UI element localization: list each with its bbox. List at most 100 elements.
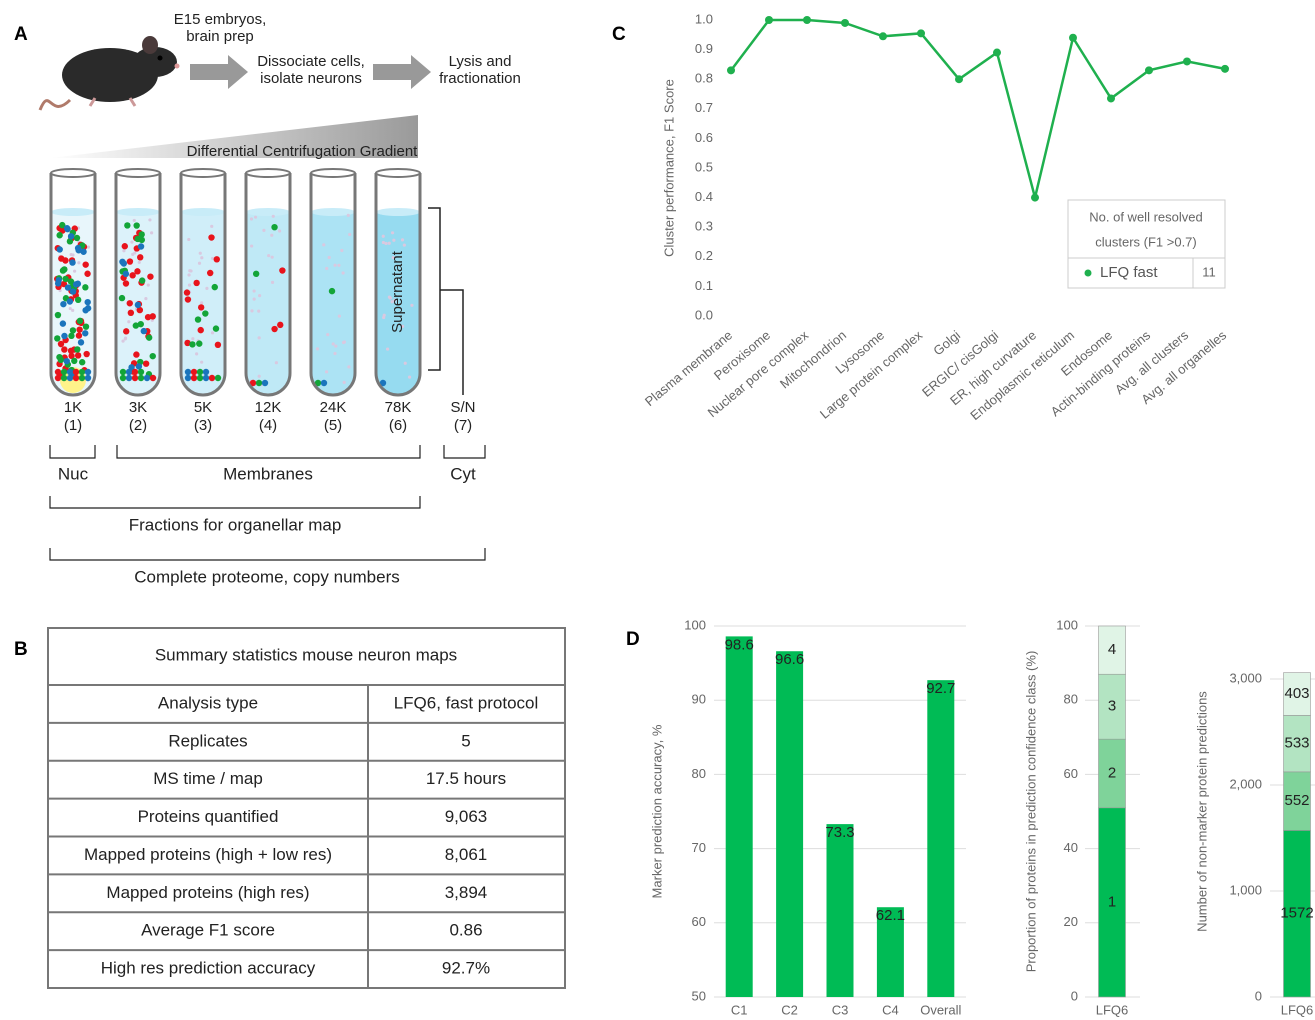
particle bbox=[136, 363, 142, 369]
y-tick-label: 100 bbox=[684, 617, 706, 632]
tube-label: (7) bbox=[454, 417, 472, 434]
y-tick-label: 70 bbox=[692, 840, 706, 855]
particle bbox=[77, 318, 83, 324]
particle bbox=[130, 240, 133, 243]
particle bbox=[148, 218, 151, 221]
gradient-label: Differential Centrifugation Gradient bbox=[187, 143, 419, 160]
panel-label: D bbox=[626, 629, 640, 650]
particle bbox=[71, 358, 77, 364]
table-cell: 17.5 hours bbox=[426, 769, 506, 788]
pellet-dot bbox=[256, 380, 262, 386]
particle bbox=[69, 259, 75, 265]
y-tick-label: 40 bbox=[1064, 840, 1078, 855]
step-text: brain prep bbox=[186, 28, 254, 45]
particle bbox=[334, 344, 337, 347]
particle bbox=[270, 234, 273, 237]
particle bbox=[56, 232, 62, 238]
figure: A B C D E15 embryos, brain prep Dissocia… bbox=[0, 0, 1315, 1020]
step-text: fractionation bbox=[439, 70, 521, 87]
particle bbox=[77, 261, 80, 264]
tube-label: (4) bbox=[259, 417, 277, 434]
particle bbox=[147, 273, 153, 279]
particle bbox=[195, 352, 198, 355]
particle bbox=[121, 260, 127, 266]
legend-title: clusters (F1 >0.7) bbox=[1095, 234, 1197, 249]
pellet-dot bbox=[73, 375, 79, 381]
x-tick-label: Overall bbox=[920, 1002, 961, 1017]
particle bbox=[138, 243, 144, 249]
table-cell: MS time / map bbox=[153, 769, 263, 788]
segment-label: 4 bbox=[1108, 641, 1116, 658]
particle bbox=[119, 295, 125, 301]
particle bbox=[410, 304, 413, 307]
particle bbox=[333, 264, 336, 267]
particle bbox=[55, 312, 61, 318]
table-cell: LFQ6, fast protocol bbox=[394, 693, 539, 712]
particle bbox=[258, 375, 261, 378]
particle bbox=[200, 256, 203, 259]
particle bbox=[250, 217, 253, 220]
tube-label: (1) bbox=[64, 417, 82, 434]
particle bbox=[147, 283, 150, 286]
segment-label: 1 bbox=[1108, 893, 1116, 910]
particle bbox=[60, 267, 66, 273]
particle bbox=[70, 253, 73, 256]
particle bbox=[122, 249, 125, 252]
particle bbox=[211, 331, 214, 334]
x-tick-label: C1 bbox=[731, 1002, 748, 1017]
y-tick-label: 90 bbox=[692, 692, 706, 707]
particle bbox=[329, 288, 335, 294]
table-cell: Analysis type bbox=[158, 693, 258, 712]
particle bbox=[62, 276, 68, 282]
step-text: Dissociate cells, bbox=[257, 53, 365, 70]
point bbox=[727, 66, 735, 74]
table-cell: 3,894 bbox=[445, 883, 488, 902]
mouse-icon bbox=[40, 36, 180, 110]
pellet-dot bbox=[67, 369, 73, 375]
particle bbox=[123, 271, 129, 277]
point bbox=[917, 29, 925, 37]
particle bbox=[82, 330, 88, 336]
particle bbox=[127, 300, 133, 306]
particle bbox=[187, 273, 190, 276]
y-tick-label: 1,000 bbox=[1229, 882, 1262, 897]
particle bbox=[408, 376, 411, 379]
particle bbox=[122, 243, 128, 249]
tube-label: 12K bbox=[255, 399, 282, 416]
particle bbox=[82, 307, 88, 313]
step-text: isolate neurons bbox=[260, 70, 362, 87]
particle bbox=[68, 233, 74, 239]
tube-meniscus bbox=[376, 208, 420, 216]
tube-label: 3K bbox=[129, 399, 147, 416]
tube-label: (5) bbox=[324, 417, 342, 434]
particle bbox=[191, 337, 194, 340]
particle bbox=[205, 287, 208, 290]
table-cell: Proteins quantified bbox=[138, 807, 279, 826]
table-cell: 9,063 bbox=[445, 807, 488, 826]
particle bbox=[143, 360, 149, 366]
value-label: 98.6 bbox=[725, 636, 754, 653]
particle bbox=[382, 316, 385, 319]
particle bbox=[75, 297, 81, 303]
particle bbox=[253, 289, 256, 292]
y-tick-label: 80 bbox=[692, 766, 706, 781]
pellet-dot bbox=[191, 375, 197, 381]
particle bbox=[67, 298, 73, 304]
pellet-dot bbox=[67, 375, 73, 381]
tube-label: (2) bbox=[129, 417, 147, 434]
particle bbox=[83, 323, 89, 329]
particle bbox=[332, 342, 335, 345]
particle bbox=[187, 238, 190, 241]
particle bbox=[133, 351, 139, 357]
particle bbox=[60, 320, 66, 326]
particle bbox=[60, 301, 66, 307]
particle bbox=[392, 239, 395, 242]
y-tick-label: 0.8 bbox=[695, 71, 713, 86]
particle bbox=[254, 216, 257, 219]
particle bbox=[382, 241, 385, 244]
particle bbox=[138, 231, 144, 237]
particle bbox=[127, 258, 133, 264]
tube-rim bbox=[116, 169, 160, 177]
particle bbox=[128, 310, 134, 316]
x-tick-label: C3 bbox=[832, 1002, 849, 1017]
